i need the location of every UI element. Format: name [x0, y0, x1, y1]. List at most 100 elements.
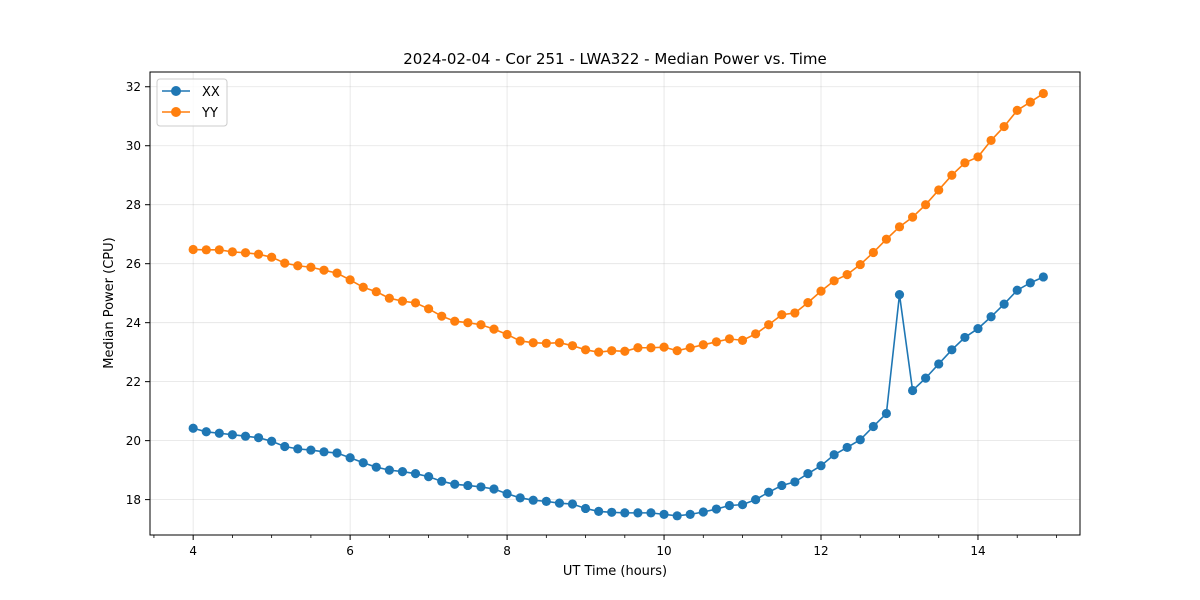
data-point-xx [633, 508, 643, 518]
data-point-yy [580, 345, 591, 355]
y-axis-label: Median Power (CPU) [102, 237, 117, 368]
data-point-xx [188, 423, 198, 433]
data-point-xx [751, 495, 761, 505]
data-point-xx [908, 385, 918, 396]
data-point-yy [1038, 88, 1048, 99]
data-point-yy [227, 247, 238, 257]
y-axis: 18 20 22 24 26 28 30 32 [126, 80, 150, 507]
data-point-xx [280, 441, 290, 452]
data-point-yy [253, 249, 264, 259]
data-point-xx [371, 462, 381, 472]
x-tick-label: 12 [813, 544, 828, 558]
x-tick-label: 4 [189, 544, 197, 558]
data-point-xx [934, 359, 944, 369]
y-tick-label: 18 [126, 493, 141, 507]
data-point-yy [541, 338, 551, 348]
data-point-xx [528, 495, 538, 505]
data-point-yy [973, 152, 983, 162]
data-point-yy [280, 258, 290, 268]
data-point-yy [567, 341, 578, 351]
x-tick-label: 6 [346, 544, 354, 558]
data-point-yy [594, 347, 604, 357]
data-point-yy [358, 282, 368, 292]
data-point-xx [424, 472, 434, 482]
data-point-yy [554, 338, 565, 348]
data-point-xx [672, 511, 682, 521]
y-tick-label: 32 [126, 80, 141, 94]
legend-marker-yy [171, 107, 181, 117]
legend-marker-xx [171, 86, 181, 96]
data-point-xx [816, 461, 826, 471]
data-point-xx [397, 466, 408, 477]
data-point-yy [607, 346, 617, 356]
data-point-yy [502, 329, 512, 340]
data-point-yy [384, 293, 394, 303]
data-point-xx [437, 476, 447, 486]
data-point-xx [829, 450, 839, 460]
data-point-xx [293, 444, 303, 454]
data-point-xx [698, 507, 708, 517]
x-axis: 4 6 8 10 12 14 [153, 535, 1057, 558]
y-tick-label: 26 [126, 257, 141, 271]
series-layer [188, 88, 1048, 521]
data-point-xx [240, 431, 251, 441]
data-point-xx [567, 499, 578, 509]
data-point-xx [554, 498, 565, 508]
data-point-xx [803, 469, 813, 479]
data-point-yy [999, 121, 1009, 132]
data-point-yy [528, 338, 538, 348]
data-point-xx [463, 480, 473, 491]
data-point-yy [371, 287, 381, 297]
data-point-xx [489, 484, 499, 494]
data-point-xx [855, 435, 865, 445]
data-point-yy [803, 298, 813, 308]
data-point-yy [293, 261, 303, 271]
data-point-xx [384, 465, 394, 475]
data-point-yy [685, 343, 695, 353]
data-point-xx [345, 453, 355, 463]
data-point-yy [659, 342, 669, 352]
data-point-yy [188, 244, 198, 255]
data-point-xx [214, 428, 224, 438]
legend: XX YY [156, 78, 228, 127]
data-point-yy [410, 298, 421, 308]
x-tick-label: 8 [503, 544, 511, 558]
data-point-yy [214, 245, 224, 255]
data-point-yy [855, 259, 865, 270]
data-point-xx [960, 332, 970, 343]
data-point-xx [620, 508, 630, 518]
data-point-yy [319, 265, 329, 275]
data-point-xx [868, 421, 878, 432]
data-point-yy [829, 276, 839, 286]
data-point-yy [986, 135, 996, 146]
data-point-xx [947, 345, 957, 355]
data-point-xx [764, 487, 774, 497]
data-point-xx [973, 323, 983, 334]
y-tick-label: 30 [126, 139, 141, 153]
legend-label-yy: YY [201, 106, 218, 121]
x-tick-label: 14 [970, 544, 985, 558]
data-point-xx [1012, 285, 1022, 295]
data-point-yy [633, 343, 643, 353]
data-point-yy [881, 234, 891, 244]
data-point-xx [594, 506, 604, 517]
plot-frame [149, 71, 1081, 536]
data-point-yy [934, 185, 944, 195]
legend-label-xx: XX [202, 85, 220, 100]
data-point-yy [908, 212, 918, 222]
data-point-yy [672, 346, 682, 356]
data-point-yy [267, 252, 277, 262]
data-point-xx [267, 436, 277, 446]
data-point-yy [476, 320, 486, 330]
data-point-yy [1025, 97, 1035, 107]
data-point-xx [842, 442, 852, 453]
data-point-yy [240, 248, 251, 258]
data-point-xx [1025, 278, 1035, 288]
data-point-xx [332, 448, 342, 458]
data-point-xx [921, 373, 931, 383]
data-point-yy [947, 170, 957, 180]
data-point-yy [646, 343, 656, 353]
data-point-xx [253, 433, 264, 443]
data-point-yy [332, 268, 342, 278]
data-point-xx [881, 408, 891, 419]
